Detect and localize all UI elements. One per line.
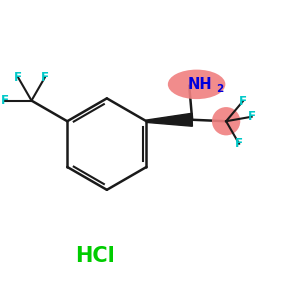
Text: F: F — [248, 110, 256, 123]
Text: F: F — [239, 95, 247, 108]
Text: F: F — [1, 94, 9, 107]
Circle shape — [212, 107, 240, 135]
Text: F: F — [14, 71, 22, 84]
Text: F: F — [41, 71, 49, 84]
Text: F: F — [235, 137, 243, 150]
Text: HCl: HCl — [75, 246, 115, 266]
Polygon shape — [146, 113, 192, 126]
Text: NH: NH — [188, 77, 212, 92]
Ellipse shape — [168, 70, 225, 99]
Text: 2: 2 — [216, 84, 224, 94]
